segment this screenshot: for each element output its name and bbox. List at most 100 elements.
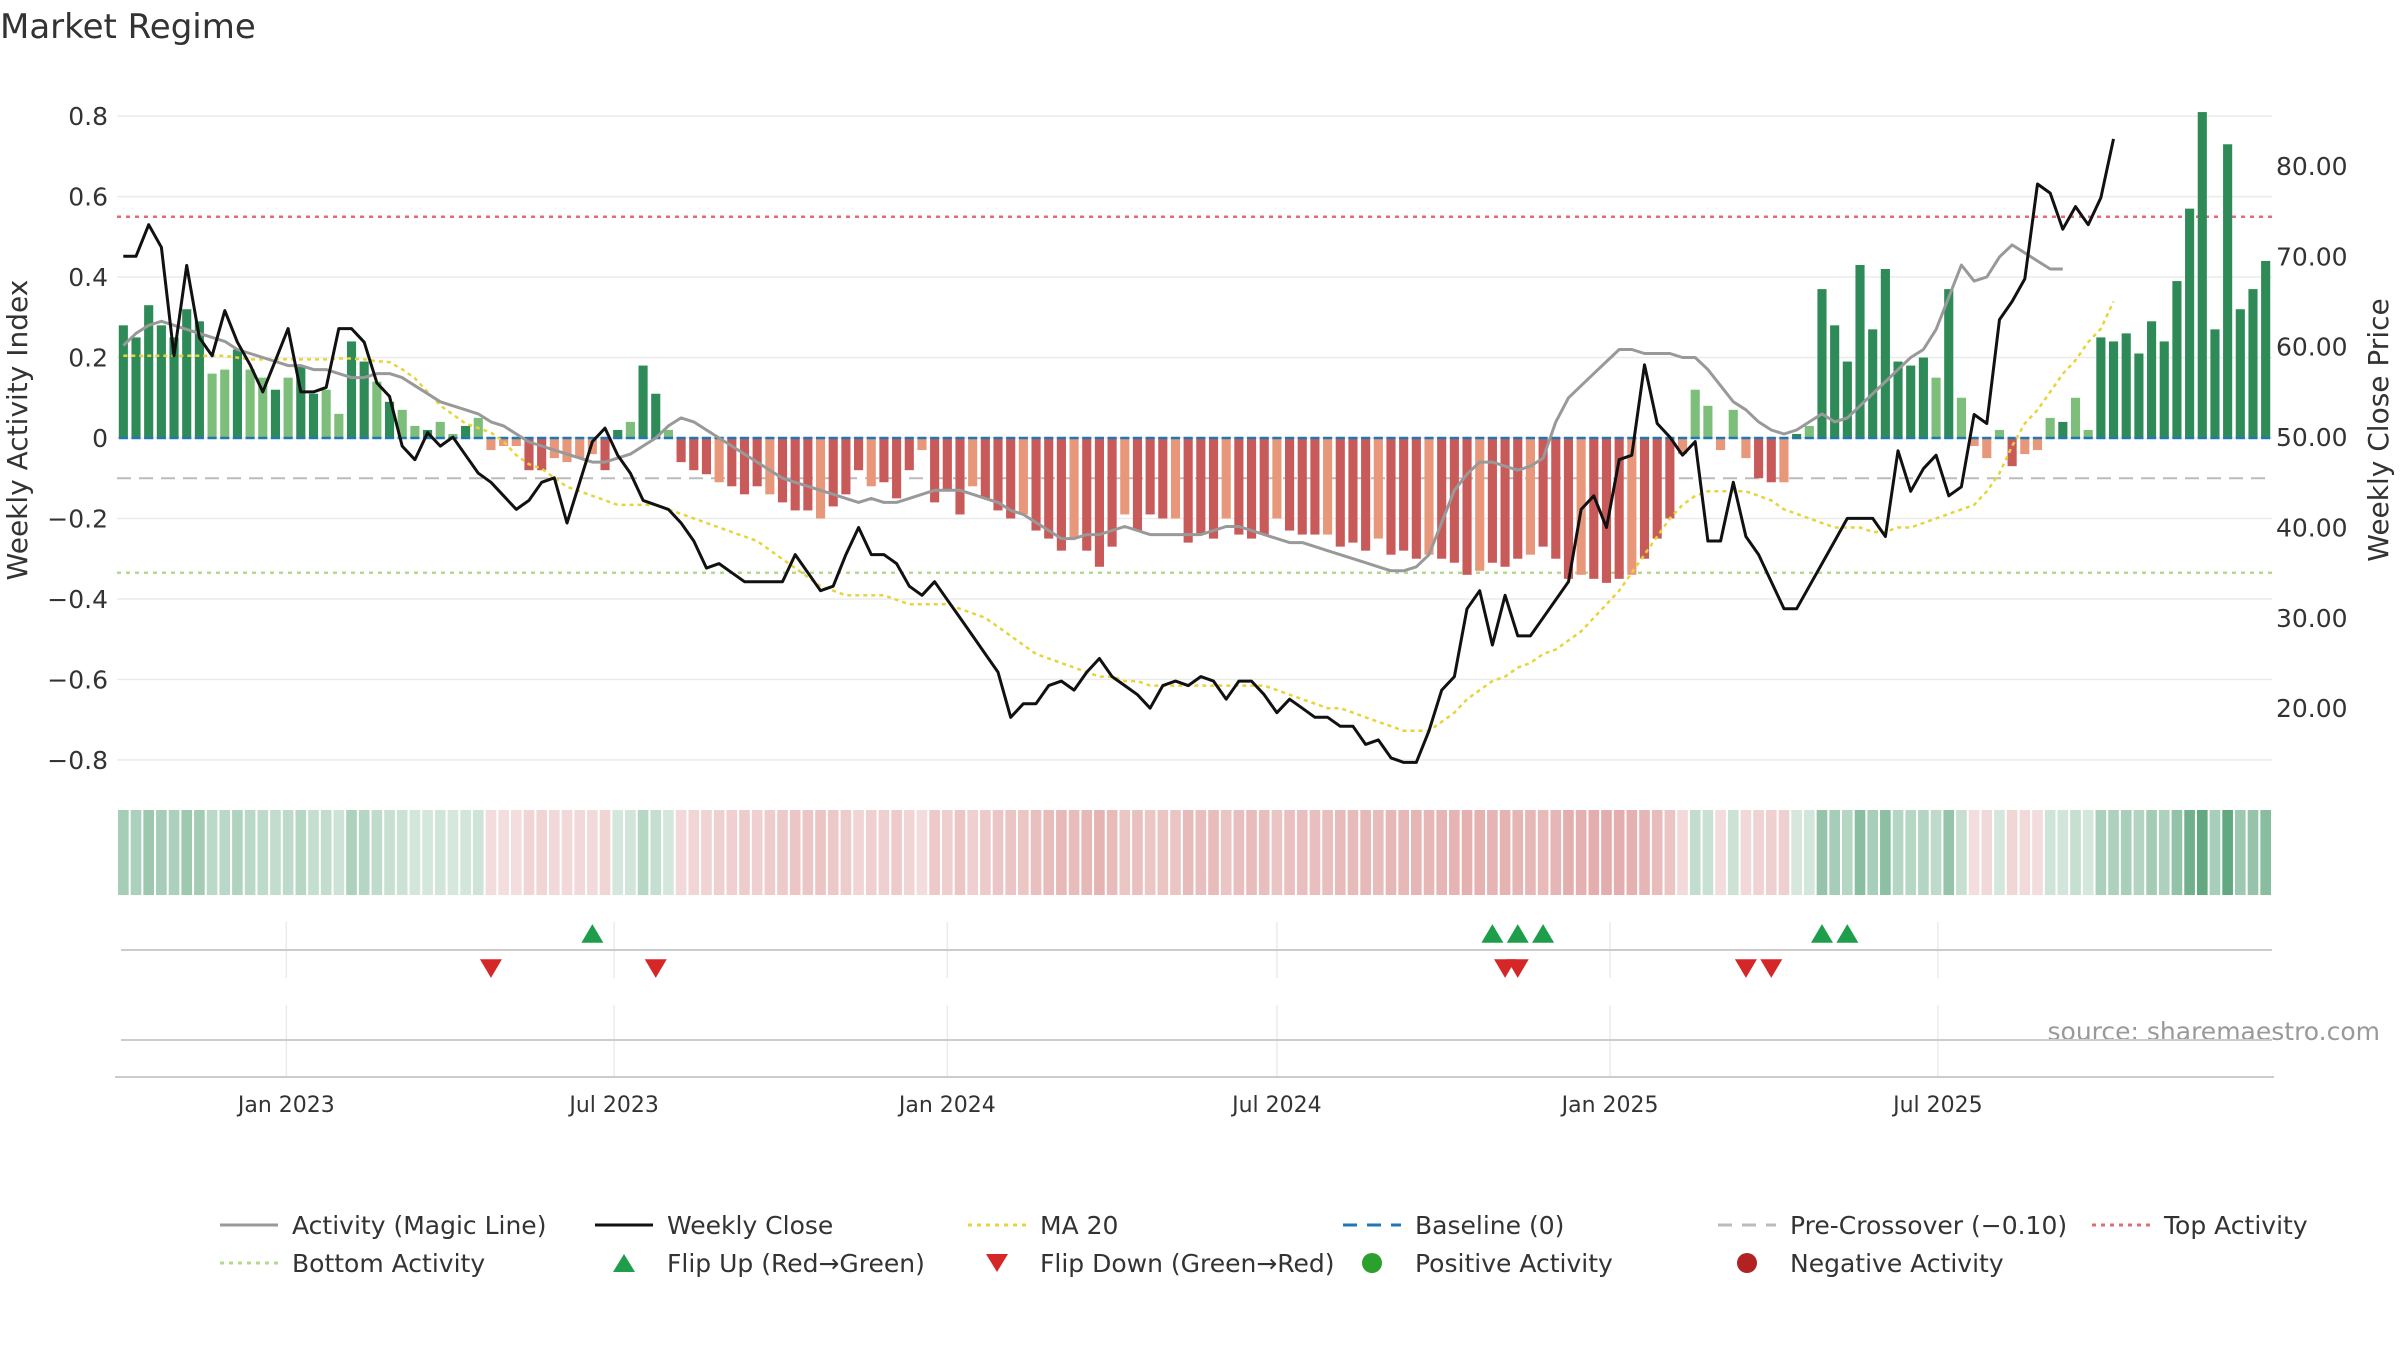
activity-bar	[321, 389, 331, 438]
activity-bar	[1196, 438, 1206, 535]
activity-bar	[1323, 438, 1333, 535]
activity-bar	[2058, 421, 2068, 438]
regime-cell	[2158, 810, 2170, 895]
regime-cell	[2082, 810, 2094, 895]
y-tick-label-left: −0.2	[47, 504, 108, 533]
activity-bar	[1931, 377, 1941, 438]
regime-cell	[1398, 810, 1409, 895]
regime-cell	[1968, 810, 1980, 895]
chart-title: Market Regime	[0, 7, 256, 47]
x-tick-label: Jan 2024	[897, 1093, 996, 1118]
regime-cell	[688, 810, 700, 895]
flip-down-marker	[479, 959, 502, 978]
legend-item: Bottom Activity	[220, 1249, 485, 1278]
activity-bar	[575, 438, 585, 459]
regime-cell	[1043, 810, 1055, 895]
activity-bar	[1614, 438, 1624, 579]
legend-label: Negative Activity	[1790, 1249, 2004, 1278]
regime-cell	[1423, 810, 1435, 895]
regime-cell	[2234, 810, 2246, 895]
activity-bar	[2159, 341, 2169, 438]
regime-cell	[1626, 810, 1638, 895]
y-axis-label-right: Weekly Close Price	[2362, 298, 2395, 561]
regime-cell	[1094, 810, 1105, 895]
activity-bar	[2134, 353, 2144, 438]
activity-bar	[1690, 389, 1700, 438]
regime-cell	[1271, 810, 1283, 895]
flip-panel	[121, 924, 2272, 1041]
regime-cell	[916, 810, 928, 895]
regime-cell	[1981, 810, 1993, 895]
flip-down-marker	[1734, 959, 1757, 978]
activity-bar	[1716, 438, 1726, 451]
regime-cell	[815, 810, 826, 895]
activity-bar	[777, 438, 788, 503]
regime-cell	[726, 810, 738, 895]
regime-cell	[992, 810, 1004, 895]
regime-cell	[1563, 810, 1574, 895]
flip-down-marker	[644, 959, 667, 978]
activity-bar	[1677, 438, 1688, 455]
regime-cell	[967, 810, 978, 895]
legend-item: Baseline (0)	[1343, 1211, 1564, 1240]
activity-bar	[917, 438, 927, 451]
regime-cell	[2108, 810, 2119, 895]
activity-bar	[258, 377, 268, 438]
legend: Activity (Magic Line) Weekly Close MA 20 Ba…	[220, 1211, 2308, 1278]
activity-bar	[1880, 269, 1890, 438]
regime-cell	[422, 810, 433, 895]
activity-bar	[2147, 321, 2157, 438]
activity-bar	[1538, 438, 1548, 547]
x-tick-label: Jan 2025	[1560, 1093, 1659, 1118]
regime-cell	[1246, 810, 1257, 895]
flip-up-marker	[581, 924, 604, 943]
regime-cell	[1170, 810, 1181, 895]
activity-bar	[549, 438, 559, 459]
activity-bar	[2121, 333, 2131, 438]
activity-bar	[815, 438, 826, 519]
regime-cell	[1056, 810, 1067, 895]
regime-cell	[130, 810, 142, 895]
activity-bar	[689, 438, 699, 471]
activity-bar	[651, 393, 661, 438]
activity-bar	[1703, 405, 1713, 438]
legend-item: Pre-Crossover (−0.10)	[1718, 1211, 2067, 1240]
activity-bar	[2185, 208, 2195, 438]
regime-cell	[485, 810, 497, 895]
activity-bar	[968, 438, 978, 487]
y-tick-label-right: 40.00	[2276, 513, 2348, 542]
regime-cell	[1499, 810, 1511, 895]
x-tick-label: Jul 2023	[567, 1093, 659, 1118]
regime-cell	[1018, 810, 1029, 895]
activity-bar	[1018, 438, 1028, 515]
activity-bar	[1462, 438, 1472, 575]
regime-cell	[2171, 810, 2183, 895]
regime-cell	[1588, 810, 1600, 895]
activity-bar	[1272, 438, 1282, 519]
regime-cell	[903, 810, 915, 895]
activity-bar	[866, 438, 876, 487]
activity-bar	[1069, 438, 1079, 539]
activity-bar	[346, 341, 357, 438]
activity-bar	[562, 438, 572, 463]
y-tick-label-left: 0.4	[68, 263, 108, 292]
activity-bar	[270, 389, 281, 438]
regime-cell	[1233, 810, 1245, 895]
regime-cell	[384, 810, 395, 895]
y-axis-label-left: Weekly Activity Index	[1, 280, 34, 581]
x-tick-label: Jan 2023	[236, 1093, 335, 1118]
activity-bar	[1893, 361, 1903, 438]
regime-cell	[1030, 810, 1042, 895]
regime-cell	[1639, 810, 1650, 895]
regime-cell	[206, 810, 218, 895]
legend-item: Negative Activity	[1737, 1249, 2004, 1278]
regime-cell	[1829, 810, 1840, 895]
regime-cell	[739, 810, 750, 895]
legend-swatch-dot	[1737, 1253, 1757, 1273]
regime-cell	[1943, 810, 1955, 895]
regime-cell	[434, 810, 446, 895]
regime-cell	[637, 810, 649, 895]
regime-cell	[333, 810, 345, 895]
activity-bar	[1044, 438, 1054, 539]
regime-cell	[2019, 810, 2031, 895]
